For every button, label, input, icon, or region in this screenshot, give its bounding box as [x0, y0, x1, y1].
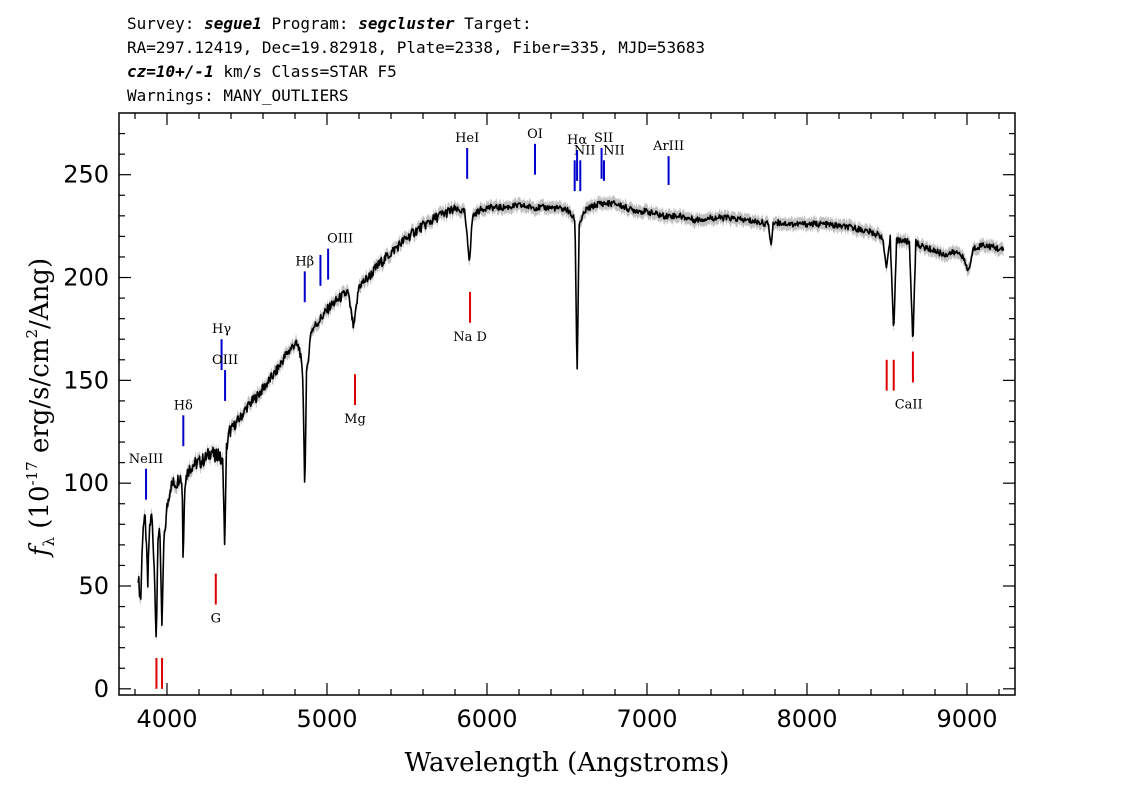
y-axis-units-a: (10: [25, 485, 55, 537]
emission-line-label: OIII: [327, 232, 353, 247]
target-label: Target:: [454, 14, 532, 33]
absorption-line-label: G: [211, 612, 221, 627]
y-tick-label: 0: [94, 675, 109, 703]
y-tick-label: 50: [78, 572, 109, 600]
survey-label: Survey:: [127, 14, 205, 33]
absorption-line-label: Na D: [453, 330, 487, 345]
header-line-coordinates: RA=297.12419, Dec=19.82918, Plate=2338, …: [127, 38, 705, 57]
x-tick-label: 7000: [616, 705, 677, 733]
y-axis-exponent: -17: [23, 461, 41, 485]
y-tick-label: 200: [63, 264, 109, 292]
absorption-line-label: CaII: [895, 398, 923, 413]
emission-line-label: Hγ: [212, 322, 231, 337]
y-axis-units-b: erg/s/cm: [25, 339, 55, 462]
emission-line-label: OI: [527, 127, 543, 142]
emission-line-label: SII: [594, 131, 613, 146]
program-label: Program:: [261, 14, 359, 33]
error-band: [138, 194, 1004, 643]
y-tick-label: 150: [63, 366, 109, 394]
y-axis-units-c: /Ang): [25, 258, 55, 329]
plot-axes: [118, 112, 1016, 696]
flux-series: [137, 200, 1005, 638]
y-tick-label: 100: [63, 469, 109, 497]
axis-ticks: 4000 5000 6000 7000 8000 9000 0 50 100 150 200 250: [63, 113, 1015, 733]
x-axis-title: Wavelength (Angstroms): [405, 748, 730, 778]
emission-line-label: NeIII: [129, 452, 163, 467]
emission-line-label: ArIII: [652, 139, 684, 154]
emission-line-label: Hβ: [295, 254, 314, 269]
class-text: km/s Class=STAR F5: [213, 62, 397, 81]
emission-line-label: NII: [574, 143, 596, 158]
emission-line-label: Hα: [567, 133, 587, 148]
survey-value: segue1: [204, 14, 262, 33]
x-tick-label: 8000: [776, 705, 837, 733]
absorption-line-label: Mg: [344, 412, 366, 427]
svg-text:fλ (10-17 erg/s/cm2/Ang): fλ (10-17 erg/s/cm2/Ang): [23, 258, 58, 558]
header-line-warnings: Warnings: MANY_OUTLIERS: [127, 86, 349, 105]
emission-line-label: Hδ: [174, 398, 193, 413]
x-tick-label: 5000: [296, 705, 357, 733]
spectrum-header: Survey: segue1 Program: segcluster Targe…: [127, 12, 705, 108]
y-axis-symbol-sub: λ: [40, 536, 58, 546]
emission-line-label: HeI: [455, 131, 479, 146]
y-axis-title: fλ (10-17 erg/s/cm2/Ang): [23, 258, 58, 558]
header-line-survey: Survey: segue1 Program: segcluster Targe…: [127, 12, 705, 36]
redshift-value: cz=10+/-1: [127, 62, 214, 81]
y-tick-label: 250: [63, 161, 109, 189]
x-tick-label: 6000: [456, 705, 517, 733]
y-axis-square: 2: [23, 329, 41, 339]
emission-line-label: NII: [603, 143, 625, 158]
x-tick-label: 4000: [136, 705, 197, 733]
x-tick-label: 9000: [936, 705, 997, 733]
header-line-redshift: cz=10+/-1 km/s Class=STAR F5: [127, 60, 705, 84]
program-value: segcluster: [358, 14, 455, 33]
plot-frame: [118, 112, 1016, 696]
emission-line-label: OIII: [212, 353, 238, 368]
error-band-area: [138, 194, 1004, 643]
flux-line: [137, 200, 1005, 638]
